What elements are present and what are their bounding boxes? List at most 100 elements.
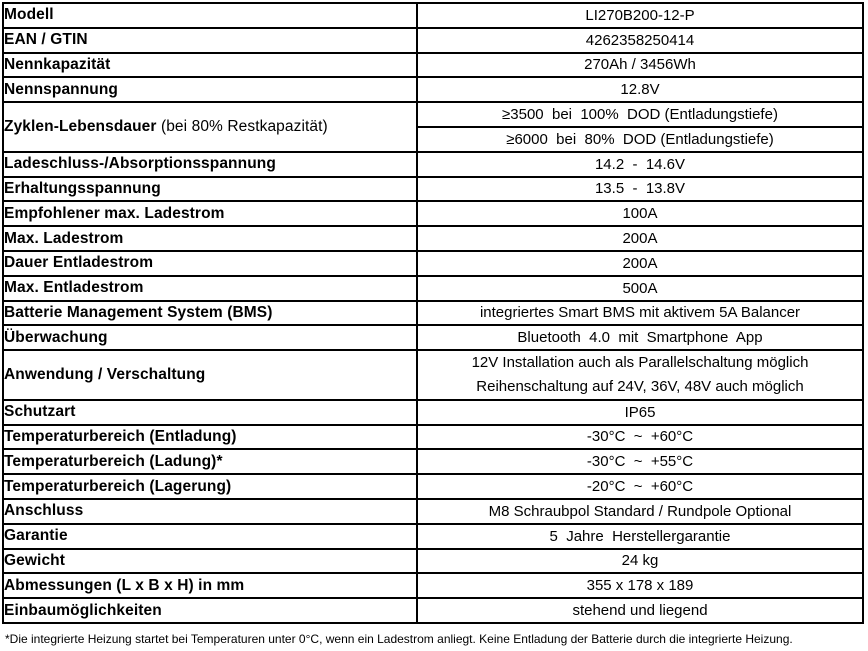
label-cell-temperaturbereich-entladung: Temperaturbereich (Entladung) [2, 423, 418, 451]
label-cell-nennspannung: Nennspannung [2, 76, 418, 104]
label-cell-anschluss: Anschluss [2, 497, 418, 525]
table-row-temperaturbereich-ladung: Temperaturbereich (Ladung)* -30°C ~ +55°C [2, 448, 864, 476]
value-line-1: 12V Installation auch als Parallelschalt… [471, 354, 809, 372]
value-cell-bms: integriertes Smart BMS mit aktivem 5A Ba… [416, 299, 864, 327]
label-cell-temperaturbereich-ladung: Temperaturbereich (Ladung)* [2, 448, 418, 476]
value-cell-erhaltungsspannung: 13.5 - 13.8V [416, 175, 864, 203]
table-row-nennspannung: Nennspannung 12.8V [2, 76, 864, 104]
table-row-modell: Modell LI270B200-12-P [2, 2, 864, 29]
label-text: Überwachung [4, 328, 108, 346]
table-row-max-ladestrom: Max. Ladestrom 200A [2, 225, 864, 252]
label-cell-einbaumoeglichkeiten: Einbaumöglichkeiten [2, 597, 418, 624]
value-cell-einbaumoeglichkeiten: stehend und liegend [416, 597, 864, 624]
label-cell-zyklen-lebensdauer: Zyklen-Lebensdauer (bei 80% Restkapazitä… [2, 101, 418, 153]
value-cell-max-ladestrom: 200A [416, 225, 864, 252]
table-row-zyklen-lebensdauer: Zyklen-Lebensdauer (bei 80% Restkapazitä… [2, 101, 864, 153]
label-note: (bei 80% Restkapazität) [156, 117, 328, 135]
label-text: Gewicht [4, 551, 65, 569]
label-text: Erhaltungsspannung [4, 179, 161, 197]
label-text: Modell [4, 6, 54, 24]
label-text: Abmessungen (L x B x H) in mm [4, 576, 245, 594]
label-text: Temperaturbereich (Lagerung) [4, 477, 232, 495]
label-text: Zyklen-Lebensdauer [4, 117, 157, 135]
table-row-zyklen-lebensdauer-2: ≥6000 bei 80% DOD (Entladungstiefe) [3, 125, 864, 153]
value-cell-zyklen-lebensdauer: ≥3500 bei 100% DOD (Entladungstiefe) [416, 101, 864, 128]
value-cell-zyklen-lebensdauer-2: ≥6000 bei 80% DOD (Entladungstiefe) [416, 125, 864, 153]
label-cell-ean-gtin: EAN / GTIN [2, 26, 418, 54]
value-cell-ueberwachung: Bluetooth 4.0 mit Smartphone App [416, 324, 864, 352]
table-row-garantie: Garantie 5 Jahre Herstellergarantie [2, 522, 864, 550]
label-text: Temperaturbereich (Entladung) [4, 427, 237, 445]
table-row-erhaltungsspannung: Erhaltungsspannung 13.5 - 13.8V [2, 175, 864, 203]
value-cell-nennkapazitaet: 270Ah / 3456Wh [416, 51, 864, 79]
value-cell-gewicht: 24 kg [416, 547, 864, 575]
table-row-temperaturbereich-lagerung: Temperaturbereich (Lagerung) -20°C ~ +60°… [2, 473, 864, 500]
value-line-2: Reihenschaltung auf 24V, 36V, 48V auch m… [476, 377, 804, 395]
label-cell-nennkapazitaet: Nennkapazität [2, 51, 418, 79]
label-text: Anschluss [4, 502, 84, 520]
spec-table-body: Modell LI270B200-12-P EAN / GTIN 4262358250… [2, 2, 864, 624]
label-text: Max. Entladestrom [4, 279, 144, 297]
value-cell-ladeschluss-absorptionsspannung: 14.2 - 14.6V [416, 150, 864, 178]
label-cell-ueberwachung: Überwachung [2, 324, 418, 352]
label-cell-anwendung-verschaltung: Anwendung / Verschaltung [2, 349, 418, 401]
label-text: EAN / GTIN [4, 31, 88, 49]
label-cell-max-entladestrom: Max. Entladestrom [2, 274, 418, 302]
label-cell-gewicht: Gewicht [2, 547, 418, 575]
value-cell-nennspannung: 12.8V [416, 76, 864, 104]
label-cell-abmessungen: Abmessungen (L x B x H) in mm [2, 572, 418, 600]
table-row-max-entladestrom: Max. Entladestrom 500A [2, 274, 864, 302]
table-row-schutzart: Schutzart IP65 [2, 398, 864, 426]
value-cell-schutzart: IP65 [416, 398, 864, 426]
label-text: Max. Ladestrom [4, 229, 124, 247]
label-text: Anwendung / Verschaltung [4, 365, 206, 383]
label-cell-erhaltungsspannung: Erhaltungsspannung [2, 175, 418, 203]
table-row-gewicht: Gewicht 24 kg [2, 547, 864, 575]
label-text: Empfohlener max. Ladestrom [4, 204, 225, 222]
table-row-anschluss: Anschluss M8 Schraubpol Standard / Rundpo… [2, 497, 864, 525]
table-row-ean-gtin: EAN / GTIN 4262358250414 [2, 26, 864, 54]
label-cell-bms: Batterie Management System (BMS) [2, 299, 418, 327]
value-cell-anwendung-verschaltung: 12V Installation auch als Parallelschalt… [416, 349, 864, 401]
label-cell-schutzart: Schutzart [2, 398, 418, 426]
table-row-temperaturbereich-entladung: Temperaturbereich (Entladung) -30°C ~ +60… [2, 423, 864, 451]
label-cell-dauer-entladestrom: Dauer Entladestrom [2, 249, 418, 277]
value-cell-garantie: 5 Jahre Herstellergarantie [416, 522, 864, 550]
label-cell-modell: Modell [2, 2, 418, 29]
label-text: Temperaturbereich (Ladung)* [4, 452, 223, 470]
label-cell-ladeschluss-absorptionsspannung: Ladeschluss-/Absorptionsspannung [2, 150, 418, 178]
label-text: Garantie [4, 527, 68, 545]
label-cell-empfohlener-max-ladestrom: Empfohlener max. Ladestrom [2, 200, 418, 228]
value-cell-temperaturbereich-ladung: -30°C ~ +55°C [416, 448, 864, 476]
value-cell-empfohlener-max-ladestrom: 100A [416, 200, 864, 228]
label-text: Nennspannung [4, 80, 118, 98]
table-row-empfohlener-max-ladestrom: Empfohlener max. Ladestrom 100A [2, 200, 864, 228]
battery-spec-table: Modell LI270B200-12-P EAN / GTIN 4262358250… [2, 2, 864, 624]
table-row-bms: Batterie Management System (BMS) integrie… [2, 299, 864, 327]
table-row-einbaumoeglichkeiten: Einbaumöglichkeiten stehend und liegend [2, 597, 864, 624]
table-row-dauer-entladestrom: Dauer Entladestrom 200A [2, 249, 864, 277]
value-cell-anschluss: M8 Schraubpol Standard / Rundpole Option… [416, 497, 864, 525]
value-cell-abmessungen: 355 x 178 x 189 [416, 572, 864, 600]
value-cell-max-entladestrom: 500A [416, 274, 864, 302]
label-cell-garantie: Garantie [2, 522, 418, 550]
value-cell-modell: LI270B200-12-P [416, 2, 864, 29]
value-cell-ean-gtin: 4262358250414 [416, 26, 864, 54]
label-text: Einbaumöglichkeiten [4, 601, 162, 619]
table-row-ueberwachung: Überwachung Bluetooth 4.0 mit Smartphone … [2, 324, 864, 352]
label-text: Ladeschluss-/Absorptionsspannung [4, 155, 276, 173]
table-row-abmessungen: Abmessungen (L x B x H) in mm 355 x 178 x… [2, 572, 864, 600]
label-text: Nennkapazität [4, 55, 111, 73]
table-row-anwendung-verschaltung: Anwendung / Verschaltung 12V Installation… [2, 349, 864, 401]
table-row-ladeschluss-absorptionsspannung: Ladeschluss-/Absorptionsspannung 14.2 - 1… [2, 150, 864, 178]
value-cell-temperaturbereich-lagerung: -20°C ~ +60°C [416, 473, 864, 500]
label-cell-temperaturbereich-lagerung: Temperaturbereich (Lagerung) [2, 473, 418, 500]
value-cell-dauer-entladestrom: 200A [416, 249, 864, 277]
label-cell-max-ladestrom: Max. Ladestrom [2, 225, 418, 252]
table-row-nennkapazitaet: Nennkapazität 270Ah / 3456Wh [2, 51, 864, 79]
heating-footnote: *Die integrierte Heizung startet bei Tem… [5, 631, 793, 646]
label-text: Schutzart [4, 403, 76, 421]
label-text: Dauer Entladestrom [4, 254, 154, 272]
label-text: Batterie Management System (BMS) [4, 303, 273, 321]
